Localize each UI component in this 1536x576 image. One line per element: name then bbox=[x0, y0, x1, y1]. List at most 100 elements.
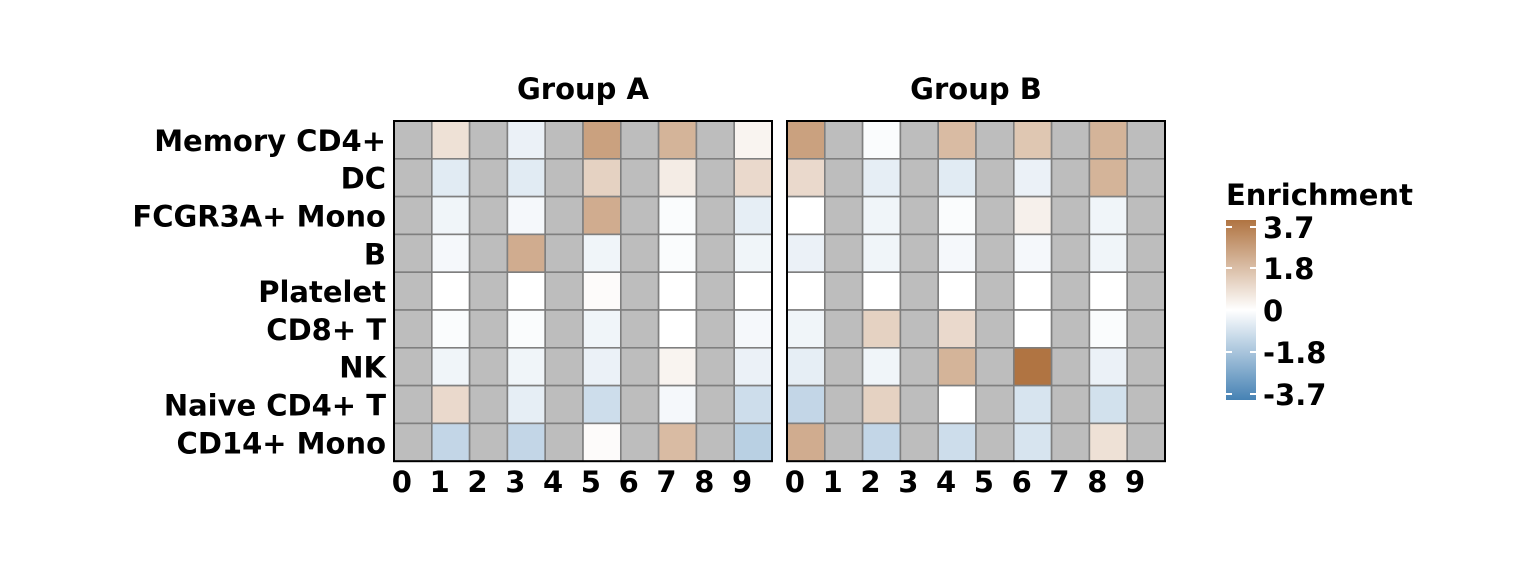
column-label: 2 bbox=[467, 465, 487, 499]
heatmap-cell bbox=[619, 271, 660, 311]
heatmap-cell bbox=[786, 346, 826, 387]
heatmap-cell bbox=[786, 158, 826, 198]
heatmap-cell bbox=[786, 233, 826, 273]
heatmap-cell bbox=[582, 195, 622, 236]
heatmap-cell bbox=[695, 120, 736, 160]
heatmap-cell bbox=[544, 271, 584, 311]
heatmap-cell bbox=[1088, 158, 1129, 198]
heatmap-cell bbox=[468, 233, 509, 273]
colorbar-tick-label: 1.8 bbox=[1263, 252, 1314, 286]
panel-title: Group B bbox=[910, 72, 1042, 106]
heatmap-cell bbox=[544, 384, 584, 425]
column-label: 5 bbox=[581, 465, 601, 499]
heatmap-cell bbox=[1126, 120, 1166, 160]
heatmap-cell bbox=[506, 233, 546, 273]
heatmap-cell bbox=[1126, 309, 1166, 349]
heatmap-cell bbox=[823, 309, 864, 349]
heatmap-cell bbox=[1088, 120, 1129, 160]
heatmap-cell bbox=[430, 158, 471, 198]
heatmap-cell bbox=[1126, 271, 1166, 311]
heatmap-cell bbox=[393, 384, 433, 425]
column-label: 2 bbox=[860, 465, 880, 499]
heatmap-cell bbox=[657, 195, 698, 236]
heatmap-cell bbox=[1012, 233, 1053, 273]
heatmap-cell bbox=[393, 233, 433, 273]
heatmap-cell bbox=[544, 120, 584, 160]
heatmap-cell bbox=[657, 346, 698, 387]
heatmap-cell bbox=[430, 422, 471, 462]
colorbar-tick-label: 3.7 bbox=[1263, 211, 1314, 245]
heatmap-cell bbox=[430, 233, 471, 273]
heatmap-cell bbox=[468, 422, 509, 462]
heatmap-cell bbox=[506, 271, 546, 311]
heatmap-cell bbox=[506, 158, 546, 198]
heatmap-cell bbox=[544, 195, 584, 236]
column-label: 8 bbox=[1087, 465, 1107, 499]
heatmap-cell bbox=[733, 309, 773, 349]
heatmap-cell bbox=[899, 384, 940, 425]
heatmap-cell bbox=[786, 195, 826, 236]
heatmap-cell bbox=[823, 120, 864, 160]
heatmap-cell bbox=[1126, 233, 1166, 273]
heatmap-cell bbox=[582, 158, 622, 198]
column-label: 9 bbox=[1125, 465, 1145, 499]
row-label: B bbox=[364, 237, 386, 271]
heatmap-cell bbox=[506, 195, 546, 236]
heatmap-cell bbox=[1126, 158, 1166, 198]
heatmap-cell bbox=[937, 271, 977, 311]
heatmap-cell bbox=[657, 120, 698, 160]
heatmap-cell bbox=[899, 158, 940, 198]
heatmap-cell bbox=[899, 233, 940, 273]
heatmap-cell bbox=[937, 384, 977, 425]
heatmap-cell bbox=[619, 422, 660, 462]
heatmap-cell bbox=[695, 195, 736, 236]
heatmap-cell bbox=[695, 271, 736, 311]
heatmap-cell bbox=[733, 384, 773, 425]
heatmap-cell bbox=[619, 384, 660, 425]
heatmap-cell bbox=[582, 233, 622, 273]
heatmap-cell bbox=[861, 309, 902, 349]
heatmap-cell bbox=[506, 309, 546, 349]
column-label: 0 bbox=[392, 465, 412, 499]
heatmap-cell bbox=[861, 120, 902, 160]
heatmap-cell bbox=[468, 346, 509, 387]
heatmap-cell bbox=[1012, 271, 1053, 311]
heatmap-cell bbox=[1050, 233, 1091, 273]
heatmap-cell bbox=[619, 346, 660, 387]
heatmap-cell bbox=[1126, 422, 1166, 462]
panel-border bbox=[393, 120, 773, 463]
heatmap-cell bbox=[393, 271, 433, 311]
heatmap-cell bbox=[1012, 384, 1053, 425]
heatmap-cell bbox=[1126, 195, 1166, 236]
heatmap-cell bbox=[786, 384, 826, 425]
heatmap-cell bbox=[582, 120, 622, 160]
heatmap-cell bbox=[619, 233, 660, 273]
heatmap-cell bbox=[861, 422, 902, 462]
heatmap-cell bbox=[582, 271, 622, 311]
heatmap-cell bbox=[1088, 309, 1129, 349]
heatmap-cell bbox=[899, 271, 940, 311]
column-label: 4 bbox=[936, 465, 956, 499]
heatmap-cell bbox=[1012, 158, 1053, 198]
heatmap-cell bbox=[823, 422, 864, 462]
heatmap-cell bbox=[1088, 233, 1129, 273]
heatmap-cell bbox=[861, 271, 902, 311]
column-label: 7 bbox=[1049, 465, 1069, 499]
heatmap-cell bbox=[430, 195, 471, 236]
column-label: 0 bbox=[785, 465, 805, 499]
heatmap-cell bbox=[823, 233, 864, 273]
heatmap-cell bbox=[733, 271, 773, 311]
colorbar-tick-label: -1.8 bbox=[1263, 336, 1326, 370]
heatmap-cell bbox=[733, 158, 773, 198]
heatmap-cell bbox=[861, 158, 902, 198]
heatmap-cell bbox=[619, 158, 660, 198]
heatmap-cell bbox=[1050, 422, 1091, 462]
row-label: CD8+ T bbox=[266, 313, 386, 347]
heatmap-cell bbox=[899, 120, 940, 160]
colorbar-tick-label: 0 bbox=[1263, 294, 1283, 328]
heatmap-cell bbox=[430, 120, 471, 160]
heatmap-cell bbox=[695, 346, 736, 387]
heatmap-cell bbox=[937, 120, 977, 160]
